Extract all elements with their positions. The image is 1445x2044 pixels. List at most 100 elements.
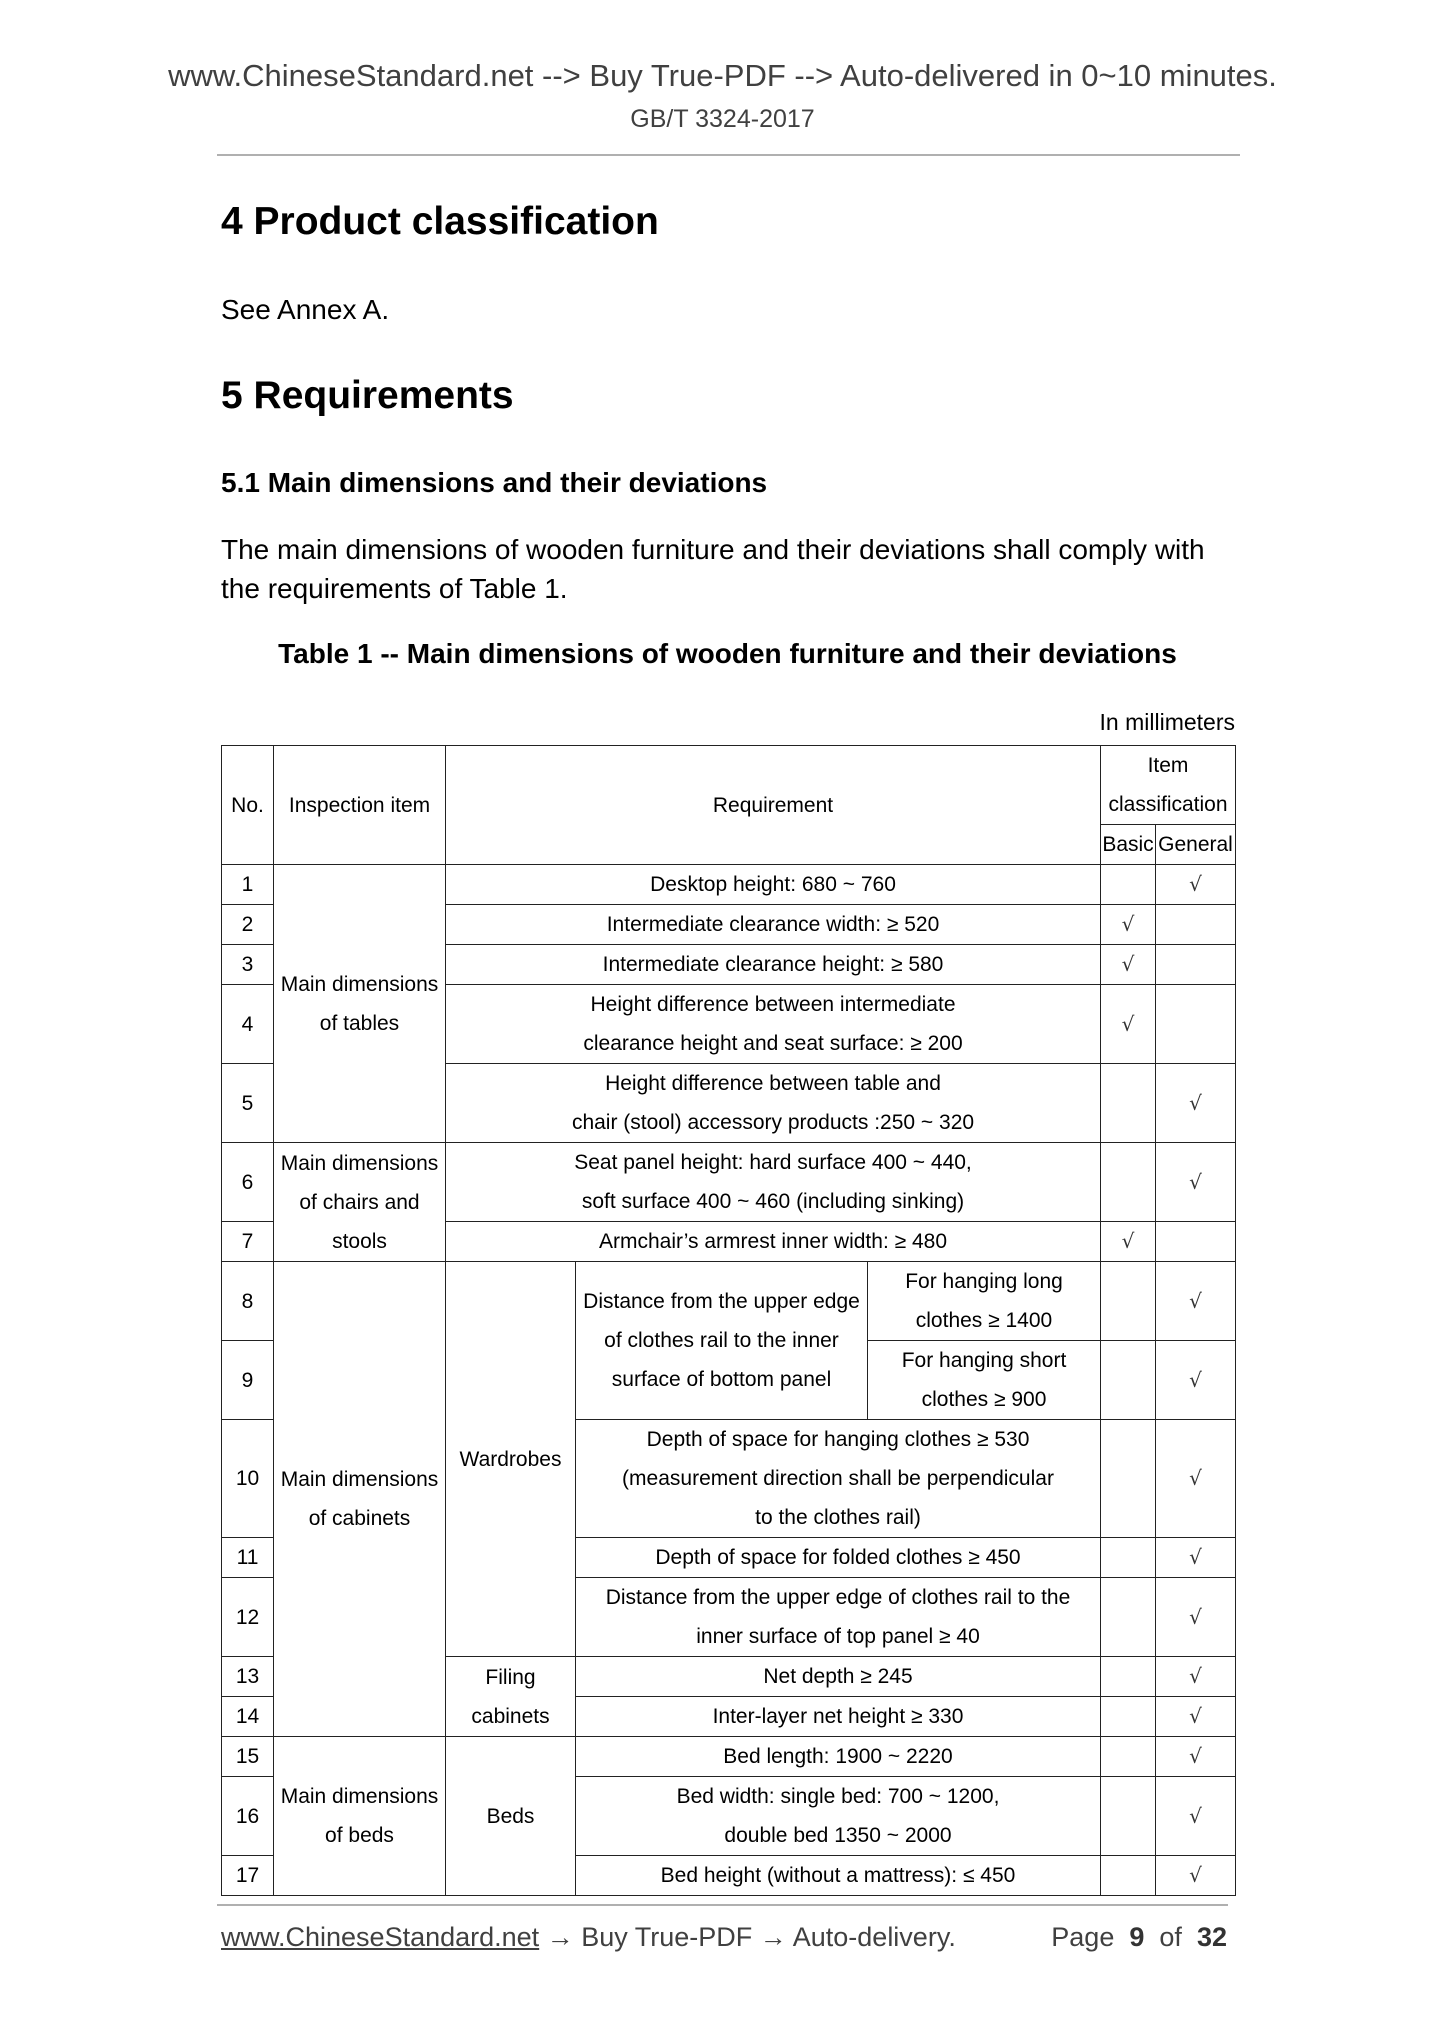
header-general: General (1155, 824, 1236, 865)
row-no: 13 (221, 1656, 274, 1697)
header-banner: www.ChineseStandard.net --> Buy True-PDF… (168, 58, 1277, 93)
requirement-cell: Depth of space for folded clothes ≥ 450 (575, 1537, 1101, 1578)
basic-check-cell: √ (1100, 984, 1156, 1064)
requirement-cell: Intermediate clearance width: ≥ 520 (445, 904, 1101, 945)
table-row: 3 Intermediate clearance height: ≥ 580 √ (221, 944, 1236, 985)
general-check-cell: √ (1155, 1419, 1236, 1538)
check-icon: √ (1189, 1704, 1202, 1728)
table-row: 12 Distance from the upper edge of clothe… (221, 1577, 1236, 1657)
table-row: 4 Height difference between intermediate c… (221, 984, 1236, 1064)
row-no: 11 (221, 1537, 274, 1578)
paragraph-line: The main dimensions of wooden furniture … (221, 534, 1205, 565)
basic-check-cell (1100, 1340, 1156, 1420)
footer-tagline: → Buy True-PDF → Auto-delivery. (539, 1922, 956, 1952)
check-icon: √ (1189, 1664, 1202, 1688)
group-chairs: Main dimensions of chairs and stools (273, 1142, 446, 1262)
table-caption: Table 1 -- Main dimensions of wooden fur… (278, 638, 1177, 669)
row-no: 7 (221, 1221, 274, 1262)
table-row: 1 Main dimensions of tables Desktop height:… (221, 864, 1236, 1143)
general-check-cell (1155, 944, 1236, 985)
row-no: 2 (221, 904, 274, 945)
table-row: 6 Main dimensions of chairs and stools Seat … (221, 1142, 1236, 1262)
table-unit: In millimeters (1099, 709, 1235, 735)
general-check-cell: √ (1155, 1577, 1236, 1657)
row-no: 16 (221, 1776, 274, 1856)
general-check-cell (1155, 1221, 1236, 1262)
row-no: 10 (221, 1419, 274, 1538)
row-no: 12 (221, 1577, 274, 1657)
requirement-cell: Intermediate clearance height: ≥ 580 (445, 944, 1101, 985)
group-beds: Main dimensions of beds (273, 1736, 446, 1896)
check-icon: √ (1121, 912, 1135, 936)
table-row: 13 Filing cabinets Net depth ≥ 245 √ (221, 1656, 1236, 1737)
general-check-cell: √ (1155, 864, 1236, 905)
check-icon: √ (1189, 1863, 1202, 1887)
requirement-cell: Bed width: single bed: 700 ~ 1200, double… (575, 1776, 1101, 1856)
check-icon: √ (1189, 1803, 1202, 1828)
basic-check-cell (1100, 1656, 1156, 1697)
row-no: 17 (221, 1855, 274, 1896)
requirement-cell: Height difference between intermediate cl… (445, 984, 1101, 1064)
header-inspection-item: Inspection item (273, 745, 446, 865)
general-check-cell: √ (1155, 1855, 1236, 1896)
basic-check-cell (1100, 864, 1156, 905)
row-no: 9 (221, 1340, 274, 1420)
check-icon: √ (1189, 1288, 1202, 1313)
row-no: 3 (221, 944, 274, 985)
basic-check-cell: √ (1100, 944, 1156, 985)
requirement-cell: Inter-layer net height ≥ 330 (575, 1696, 1101, 1737)
requirement-cell: Distance from the upper edge of clothes … (575, 1577, 1101, 1657)
table-row: 7 Armchair’s armrest inner width: ≥ 480 √ (221, 1221, 1236, 1262)
requirement-cell: Height difference between table and chair… (445, 1063, 1101, 1143)
row-no: 14 (221, 1696, 274, 1737)
general-check-cell: √ (1155, 1142, 1236, 1222)
footer-divider (217, 1904, 1228, 1906)
requirement-cell: Depth of space for hanging clothes ≥ 530… (575, 1419, 1101, 1538)
group-cabinets: Main dimensions of cabinets (273, 1261, 446, 1737)
row-no: 5 (221, 1063, 274, 1143)
general-check-cell: √ (1155, 1063, 1236, 1143)
row-no: 4 (221, 984, 274, 1064)
row-no: 15 (221, 1736, 274, 1777)
table-row: 2 Intermediate clearance width: ≥ 520 √ (221, 904, 1236, 945)
standard-code: GB/T 3324-2017 (630, 105, 815, 133)
check-icon: √ (1189, 1466, 1202, 1490)
check-icon: √ (1121, 952, 1135, 976)
header-requirement: Requirement (445, 745, 1101, 865)
check-icon: √ (1189, 1090, 1202, 1115)
row-no: 1 (221, 864, 274, 905)
basic-check-cell (1100, 1855, 1156, 1896)
check-icon: √ (1189, 1744, 1202, 1768)
section-4-title: 4 Product classification (221, 200, 659, 243)
requirement-cell: Desktop height: 680 ~ 760 (445, 864, 1101, 905)
basic-check-cell: √ (1100, 904, 1156, 945)
general-check-cell (1155, 904, 1236, 945)
basic-check-cell (1100, 1696, 1156, 1737)
general-check-cell: √ (1155, 1696, 1236, 1737)
footer-link[interactable]: www.ChineseStandard.net (221, 1922, 540, 1952)
dimensions-table: No. Inspection item Requirement Item clas… (221, 745, 1236, 1896)
basic-check-cell (1100, 1537, 1156, 1578)
check-icon: √ (1189, 1545, 1202, 1569)
basic-check-cell (1100, 1776, 1156, 1856)
general-check-cell: √ (1155, 1537, 1236, 1578)
row-no: 6 (221, 1142, 274, 1222)
page-number: Page 9 of 32 (1051, 1922, 1227, 1952)
header-divider (217, 154, 1240, 156)
requirement-cell: Net depth ≥ 245 (575, 1656, 1101, 1697)
basic-check-cell (1100, 1142, 1156, 1222)
basic-check-cell (1100, 1261, 1156, 1341)
check-icon: √ (1189, 1367, 1202, 1392)
table-row: 17 Bed height (without a mattress): ≤ 450… (221, 1855, 1236, 1896)
row-no: 8 (221, 1261, 274, 1341)
general-check-cell: √ (1155, 1261, 1236, 1341)
footer-text: www.ChineseStandard.net → Buy True-PDF →… (221, 1922, 956, 1953)
table-row: 8 Main dimensions of cabinets Wardrobes Dist… (221, 1261, 1236, 1737)
requirement-cell: Bed length: 1900 ~ 2220 (575, 1736, 1101, 1777)
check-icon: √ (1121, 1229, 1135, 1253)
basic-check-cell: √ (1100, 1221, 1156, 1262)
subgroup-filing-cabinets: Filing cabinets (445, 1656, 576, 1737)
basic-check-cell (1100, 1577, 1156, 1657)
requirement-cell: For hanging long clothes ≥ 1400 (867, 1261, 1101, 1341)
subgroup-beds: Beds (445, 1736, 576, 1896)
